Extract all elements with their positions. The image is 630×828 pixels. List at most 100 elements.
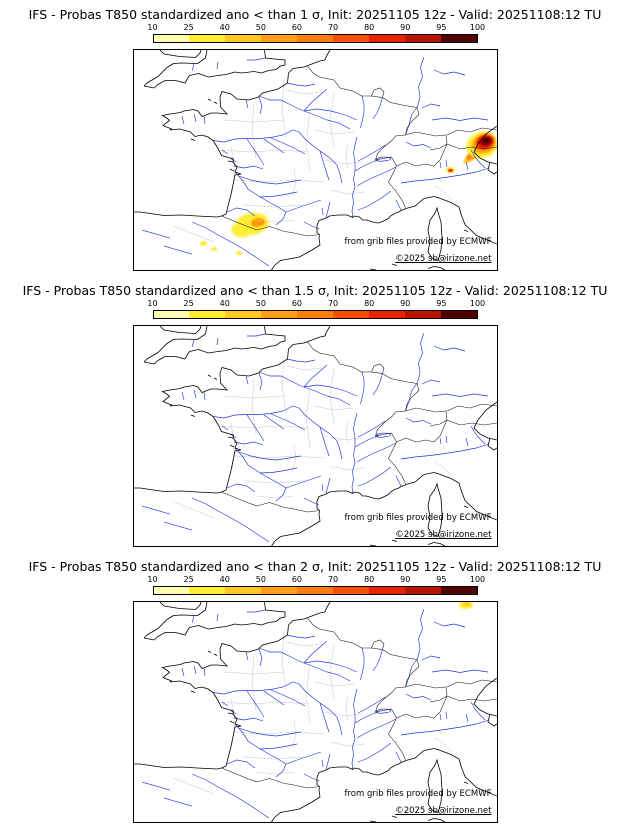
colorbar-tick-row: 10 25 40 50 60 70 80 90 95 100 [147, 299, 485, 310]
colorbar-segment [404, 35, 441, 42]
colorbar-segment [261, 587, 298, 594]
colorbar-tick-row: 10 25 40 50 60 70 80 90 95 100 [147, 575, 485, 586]
colorbar-segment [261, 35, 298, 42]
rivers [141, 56, 489, 267]
panel-sigma-1: IFS - Probas T850 standardized ano < tha… [0, 0, 630, 276]
colorbar-tick-label: 60 [291, 23, 303, 32]
colorbar-segment [189, 587, 226, 594]
colorbar-gradient-bar [152, 34, 478, 43]
admin-boundaries [173, 355, 452, 519]
colorbar-segment [189, 311, 226, 318]
colorbar-tick-label: 100 [469, 575, 486, 584]
colorbar-gradient-bar [152, 310, 478, 319]
colorbar-segment [153, 35, 190, 42]
colorbar-segment [297, 35, 333, 42]
anomaly-blob [210, 247, 217, 251]
map-graphic [133, 326, 497, 546]
rivers [141, 332, 489, 543]
anomaly-layer [134, 602, 497, 822]
colorbar-tick-label: 60 [291, 575, 303, 584]
anomaly-blob [463, 602, 470, 606]
colorbar-segment [297, 587, 333, 594]
map-france: from grib files provided by ECMWF ©2025 … [132, 601, 498, 823]
colorbar-segment [440, 311, 477, 318]
colorbar-tick-label: 50 [255, 575, 266, 584]
colorbar-tick-label: 80 [364, 575, 375, 584]
colorbar-tick-row: 10 25 40 50 60 70 80 90 95 100 [147, 23, 485, 34]
colorbar-tick-label: 70 [327, 299, 339, 308]
coastlines [133, 602, 497, 822]
colorbar-segment [225, 587, 262, 594]
map-france: from grib files provided by ECMWF ©2025 … [132, 325, 498, 547]
colorbar-tick-label: 80 [364, 23, 375, 32]
map-graphic [133, 602, 497, 822]
anomaly-blob [200, 240, 207, 246]
colorbar-segment [153, 311, 190, 318]
country-borders [220, 65, 497, 237]
colorbar-segment [440, 35, 477, 42]
anomaly-blob [448, 168, 453, 172]
credit-ecmwf: from grib files provided by ECMWF [344, 237, 492, 247]
colorbar-tick-label: 90 [400, 299, 411, 308]
colorbar-tick-label: 70 [327, 575, 339, 584]
colorbar-segment [189, 35, 226, 42]
country-borders [220, 341, 497, 513]
colorbar: 10 25 40 50 60 70 80 90 95 100 [147, 23, 485, 44]
credit-ecmwf: from grib files provided by ECMWF [344, 789, 492, 799]
credit-copyright: ©2025 sb@irizone.net [395, 530, 492, 540]
colorbar-tick-label: 60 [291, 299, 303, 308]
colorbar-segment [368, 311, 405, 318]
colorbar-tick-label: 25 [183, 23, 194, 32]
colorbar-tick-label: 10 [147, 299, 158, 308]
map-france: from grib files provided by ECMWF ©2025 … [132, 49, 498, 271]
map-graphic [133, 50, 497, 270]
coastlines [133, 50, 497, 270]
colorbar: 10 25 40 50 60 70 80 90 95 100 [147, 299, 485, 320]
colorbar-tick-label: 40 [219, 23, 230, 32]
colorbar-tick-label: 100 [469, 23, 486, 32]
admin-boundaries [173, 79, 452, 243]
colorbar-tick-label: 50 [255, 23, 266, 32]
colorbar: 10 25 40 50 60 70 80 90 95 100 [147, 575, 485, 596]
colorbar-tick-label: 95 [436, 23, 447, 32]
credit-ecmwf: from grib files provided by ECMWF [344, 513, 492, 523]
colorbar-tick-label: 50 [255, 299, 266, 308]
colorbar-segment [297, 311, 333, 318]
credit-copyright: ©2025 sb@irizone.net [395, 254, 492, 264]
anomaly-blob [235, 251, 242, 255]
admin-boundaries [173, 631, 452, 795]
colorbar-segment [368, 587, 405, 594]
colorbar-segment [404, 311, 441, 318]
colorbar-tick-label: 90 [400, 575, 411, 584]
colorbar-tick-label: 95 [436, 575, 447, 584]
colorbar-segment [332, 311, 369, 318]
colorbar-tick-label: 25 [183, 575, 194, 584]
colorbar-segment [225, 311, 262, 318]
colorbar-tick-label: 95 [436, 299, 447, 308]
colorbar-segment [225, 35, 262, 42]
colorbar-gradient-bar [152, 586, 478, 595]
colorbar-tick-label: 80 [364, 299, 375, 308]
panel-title: IFS - Probas T850 standardized ano < tha… [28, 559, 602, 574]
panel-sigma-2: IFS - Probas T850 standardized ano < tha… [0, 552, 630, 828]
colorbar-tick-label: 10 [147, 23, 158, 32]
rivers [141, 608, 489, 819]
coastlines [133, 326, 497, 546]
colorbar-segment [153, 587, 190, 594]
colorbar-tick-label: 100 [469, 299, 486, 308]
colorbar-segment [440, 587, 477, 594]
colorbar-tick-label: 40 [219, 575, 230, 584]
country-borders [220, 617, 497, 789]
colorbar-segment [332, 587, 369, 594]
anomaly-layer [134, 50, 497, 270]
colorbar-segment [332, 35, 369, 42]
colorbar-tick-label: 10 [147, 575, 158, 584]
colorbar-segment [261, 311, 298, 318]
colorbar-segment [404, 587, 441, 594]
credit-copyright: ©2025 sb@irizone.net [395, 806, 492, 816]
colorbar-tick-label: 25 [183, 299, 194, 308]
colorbar-tick-label: 40 [219, 299, 230, 308]
panel-title: IFS - Probas T850 standardized ano < tha… [28, 7, 602, 22]
panel-sigma-1-5: IFS - Probas T850 standardized ano < tha… [0, 276, 630, 552]
